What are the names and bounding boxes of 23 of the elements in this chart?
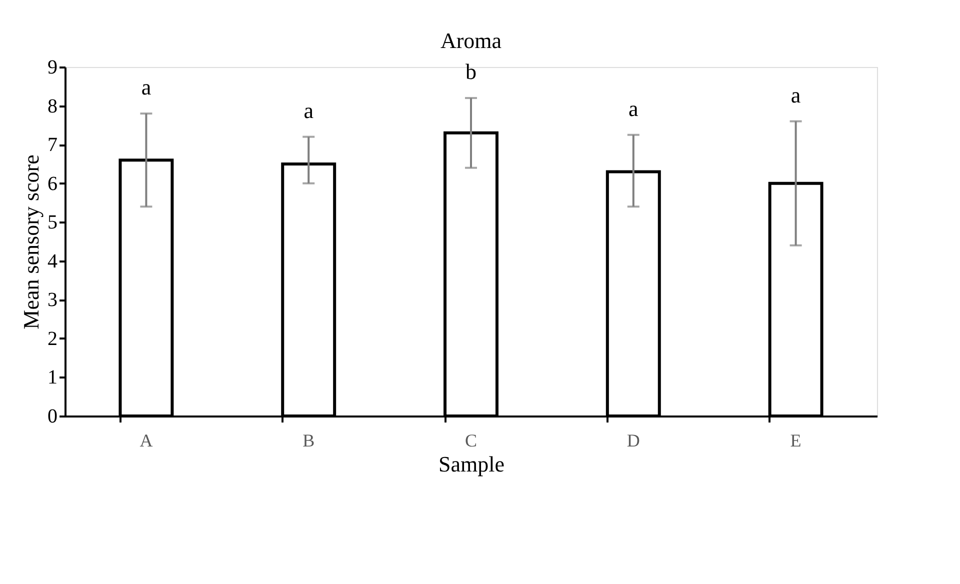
x-tick-label: C [464,430,478,450]
annotation: a [304,98,314,123]
y-tick-label: 9 [48,56,58,78]
y-tick-label: 6 [48,172,58,195]
y-tick-label: 0 [48,406,58,428]
y-tick-label: 3 [48,289,58,312]
x-tick-label: A [140,430,153,450]
x-tick-label: E [790,430,802,450]
y-tick-label: 1 [48,366,58,389]
x-axis-title: Sample [438,452,504,476]
y-tick-label: 5 [48,212,58,234]
annotation: b [466,59,476,84]
annotation: a [628,96,639,121]
y-tick-label: 7 [48,134,58,156]
annotation: a [141,74,152,100]
chart-title: Aroma [440,28,502,53]
x-tick-label: D [626,430,640,450]
y-tick-label: 2 [48,328,58,350]
y-tick-label: 4 [48,250,58,272]
y-tick-label: 8 [48,95,58,118]
y-axis-title: Mean sensory score [18,154,44,330]
annotation: a [790,82,801,108]
x-tick-label: B [302,430,315,450]
